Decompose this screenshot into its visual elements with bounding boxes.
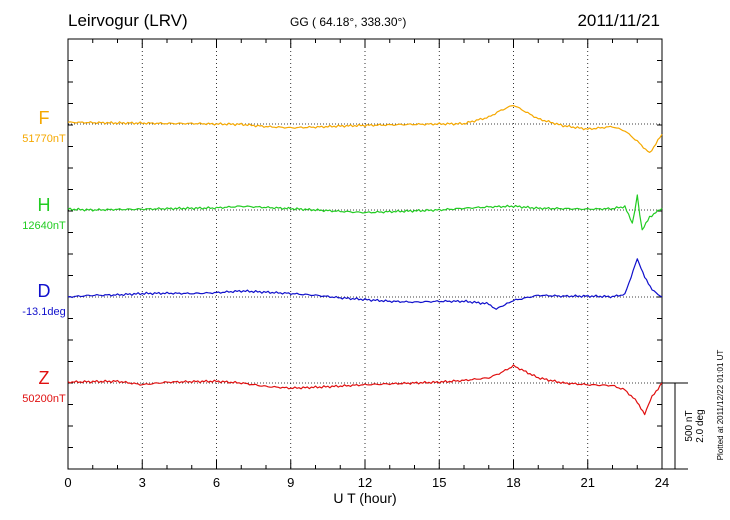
channel-baseline-d: -13.1deg bbox=[22, 306, 65, 318]
series-line-z bbox=[67, 364, 663, 416]
x-tick-labels: 0 3 6 9 12 15 18 21 24 bbox=[64, 475, 669, 490]
x-gridlines bbox=[141, 39, 589, 469]
x-tick-label: 6 bbox=[213, 475, 220, 490]
x-tick-label: 12 bbox=[358, 475, 372, 490]
series-lines bbox=[67, 105, 663, 416]
channel-name-f: F bbox=[39, 108, 50, 128]
x-tick-label: 9 bbox=[287, 475, 294, 490]
channel-name-d: D bbox=[38, 281, 51, 301]
plotted-timestamp: Plotted at 2011/12/22 01:01 UT bbox=[716, 350, 725, 461]
station-title: Leirvogur (LRV) bbox=[68, 11, 188, 30]
x-tick-label: 15 bbox=[432, 475, 446, 490]
channel-name-z: Z bbox=[39, 368, 50, 388]
channel-baseline-h: 12640nT bbox=[22, 220, 66, 232]
x-tick-label: 0 bbox=[64, 475, 71, 490]
scale-bar-deg-label: 2.0 deg bbox=[695, 409, 706, 442]
scale-bar-nt-label: 500 nT bbox=[684, 410, 695, 441]
channel-name-h: H bbox=[38, 195, 51, 215]
x-tick-label: 21 bbox=[581, 475, 595, 490]
x-axis-label: U T (hour) bbox=[333, 490, 396, 506]
x-tick-label: 3 bbox=[139, 475, 146, 490]
channel-baseline-z: 50200nT bbox=[22, 393, 66, 405]
scale-bar: 500 nT 2.0 deg bbox=[662, 382, 706, 470]
baselines bbox=[68, 123, 662, 384]
x-tick-label: 24 bbox=[655, 475, 669, 490]
series-line-h bbox=[67, 194, 663, 231]
series-line-f bbox=[67, 105, 663, 153]
x-tick-label: 18 bbox=[506, 475, 520, 490]
channel-labels: F 51770nT H 12640nT D -13.1deg Z 50200nT bbox=[22, 108, 66, 405]
series-line-d bbox=[67, 258, 663, 310]
axis-ticks bbox=[67, 39, 663, 469]
date-label: 2011/11/21 bbox=[577, 11, 660, 30]
station-coords: GG ( 64.18°, 338.30°) bbox=[290, 15, 406, 29]
channel-baseline-f: 51770nT bbox=[22, 133, 66, 145]
